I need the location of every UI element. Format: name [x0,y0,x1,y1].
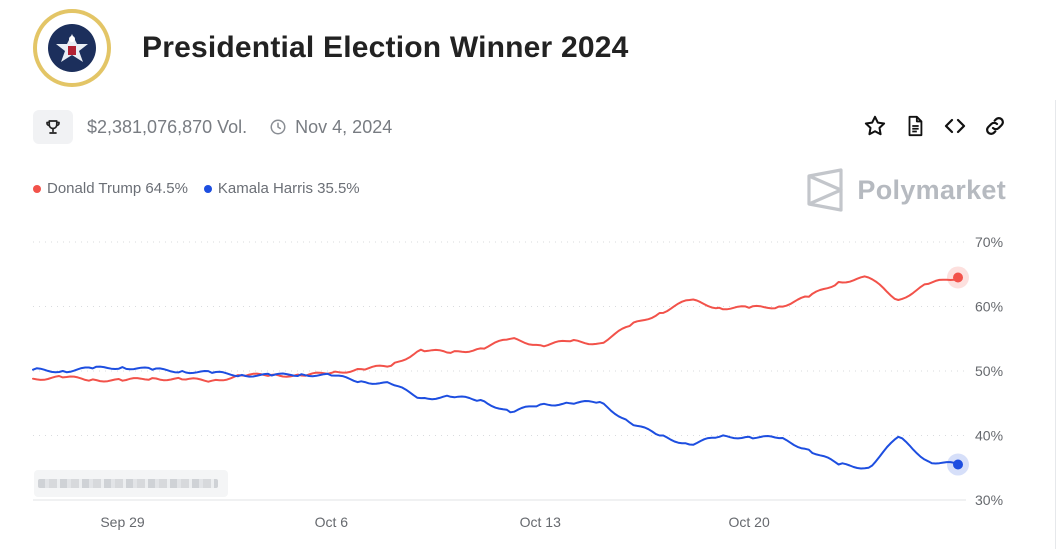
presidential-seal-icon [33,9,111,87]
star-button[interactable] [862,112,888,140]
x-tick-label: Oct 13 [520,514,561,530]
legend-dot-harris [203,184,212,193]
series-line-harris [32,365,959,470]
legend-label-trump: Donald Trump 64.5% [47,180,188,197]
x-tick-label: Sep 29 [100,514,145,530]
market-meta: $2,381,076,870 Vol. Nov 4, 2024 [33,110,392,144]
link-button[interactable] [982,112,1008,140]
endpoint-dot [953,272,963,283]
chart-legend: Donald Trump 64.5% Kamala Harris 35.5% [33,180,376,197]
volume-text: $2,381,076,870 Vol. [87,116,248,137]
end-date-text: Nov 4, 2024 [295,116,393,137]
y-tick-label: 60% [975,299,1003,315]
legend-item-harris: Kamala Harris 35.5% [203,180,360,197]
series-endpoints [947,266,969,476]
polymarket-logo-icon [807,168,844,212]
page-title: Presidential Election Winner 2024 [142,31,629,64]
y-tick-label: 40% [975,428,1003,444]
polymarket-watermark: Polymarket [805,168,1006,212]
chart-grid [33,241,966,501]
legend-item-trump: Donald Trump 64.5% [33,180,188,197]
redacted-region [34,470,228,497]
redacted-bar [38,479,218,488]
action-bar [862,112,1008,140]
x-tick-label: Oct 20 [729,514,770,530]
y-tick-label: 70% [975,234,1003,250]
legend-dot-trump [33,184,41,193]
clock-icon [270,119,286,135]
endpoint-dot [953,459,963,470]
market-header: Presidential Election Winner 2024 [32,8,629,88]
series-line-trump [32,275,959,383]
star-icon [864,115,886,136]
code-icon [944,118,966,134]
x-axis: Sep 29 Oct 6 Oct 13 Oct 20 [100,514,770,530]
series-lines [32,275,959,470]
trophy-button[interactable] [33,110,73,144]
document-icon [908,115,923,137]
document-button[interactable] [902,112,928,140]
legend-label-harris: Kamala Harris 35.5% [217,180,360,197]
trophy-icon [46,120,60,134]
x-tick-label: Oct 6 [315,514,349,530]
y-tick-label: 50% [975,363,1003,379]
y-axis: 70% 60% 50% 40% 30% [975,234,1003,508]
y-tick-label: 30% [975,492,1003,508]
embed-button[interactable] [942,112,968,140]
end-date: Nov 4, 2024 [269,117,392,138]
brand-name: Polymarket [857,174,1006,205]
link-icon [986,117,1004,135]
